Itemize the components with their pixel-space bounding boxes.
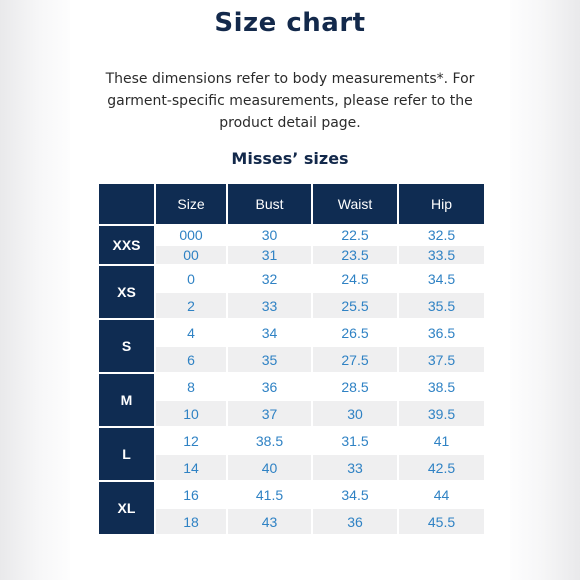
size-cell: 10	[154, 399, 228, 428]
size-cell: 4	[154, 318, 228, 347]
table-row: XXS 000 30 22.5 32.5	[97, 224, 486, 266]
header-bust: Bust	[226, 182, 313, 226]
waist-cell: 33	[311, 453, 399, 482]
hip-cell: 32.5	[397, 224, 486, 246]
table-row: 2 33 25.5 35.5	[98, 291, 486, 320]
table-row: XL 16 41.5 34.5 44	[97, 480, 486, 536]
table-subtitle: Misses’ sizes	[231, 149, 349, 168]
table-row: M 8 36 28.5 38.5	[97, 372, 486, 428]
hip-cell: 37.5	[397, 345, 486, 374]
hip-cell: 44	[397, 480, 486, 509]
bust-cell: 30	[226, 224, 313, 246]
size-cell: 18	[154, 507, 228, 536]
waist-cell: 36	[311, 507, 399, 536]
bust-cell: 33	[226, 291, 313, 320]
hip-cell: 45.5	[397, 507, 486, 536]
waist-cell: 23.5	[311, 244, 399, 266]
bust-cell: 32	[226, 264, 313, 293]
size-cell: 0	[154, 264, 228, 293]
table-row: 6 35 27.5 37.5	[98, 345, 486, 374]
hip-cell: 41	[397, 426, 486, 455]
size-cell: 8	[154, 372, 228, 401]
bust-cell: 43	[226, 507, 313, 536]
size-cell: 000	[154, 224, 228, 246]
intro-text: These dimensions refer to body measureme…	[105, 71, 475, 131]
size-cell: 14	[154, 453, 228, 482]
size-group-label: XS	[97, 264, 156, 320]
header-waist: Waist	[311, 182, 399, 226]
hip-cell: 33.5	[397, 244, 486, 266]
hip-cell: 42.5	[397, 453, 486, 482]
size-group-label: M	[97, 372, 156, 428]
header-hip: Hip	[397, 182, 486, 226]
waist-cell: 31.5	[311, 426, 399, 455]
hip-cell: 35.5	[397, 291, 486, 320]
hip-cell: 38.5	[397, 372, 486, 401]
size-group-label: S	[97, 318, 156, 374]
size-cell: 00	[154, 244, 228, 266]
page-title: Size chart	[214, 8, 366, 38]
size-cell: 6	[154, 345, 228, 374]
table-row: S 4 34 26.5 36.5	[97, 318, 486, 374]
table-row: XS 0 32 24.5 34.5	[97, 264, 486, 320]
size-cell: 16	[154, 480, 228, 509]
waist-cell: 30	[311, 399, 399, 428]
bust-cell: 40	[226, 453, 313, 482]
bust-cell: 31	[226, 244, 313, 266]
size-cell: 12	[154, 426, 228, 455]
size-group-label: XL	[97, 480, 156, 536]
waist-cell: 28.5	[311, 372, 399, 401]
waist-cell: 24.5	[311, 264, 399, 293]
bust-cell: 34	[226, 318, 313, 347]
waist-cell: 27.5	[311, 345, 399, 374]
table-row: 00 31 23.5 33.5	[98, 244, 486, 266]
size-group-label: L	[97, 426, 156, 482]
table-row: 14 40 33 42.5	[98, 453, 486, 482]
hip-cell: 39.5	[397, 399, 486, 428]
hip-cell: 34.5	[397, 264, 486, 293]
bust-cell: 37	[226, 399, 313, 428]
table-row: 10 37 30 39.5	[98, 399, 486, 428]
bust-cell: 41.5	[226, 480, 313, 509]
waist-cell: 34.5	[311, 480, 399, 509]
size-group-label: XXS	[97, 224, 156, 266]
bust-cell: 35	[226, 345, 313, 374]
size-cell: 2	[154, 291, 228, 320]
header-size: Size	[154, 182, 228, 226]
waist-cell: 26.5	[311, 318, 399, 347]
bust-cell: 36	[226, 372, 313, 401]
waist-cell: 25.5	[311, 291, 399, 320]
header-corner	[97, 182, 156, 226]
table-row: 18 43 36 45.5	[98, 507, 486, 536]
size-chart-table: Size Bust Waist Hip XXS 000 30 22.5 32.5…	[97, 182, 486, 536]
hip-cell: 36.5	[397, 318, 486, 347]
bust-cell: 38.5	[226, 426, 313, 455]
table-row: L 12 38.5 31.5 41	[97, 426, 486, 482]
header-row: Size Bust Waist Hip	[97, 182, 486, 226]
waist-cell: 22.5	[311, 224, 399, 246]
